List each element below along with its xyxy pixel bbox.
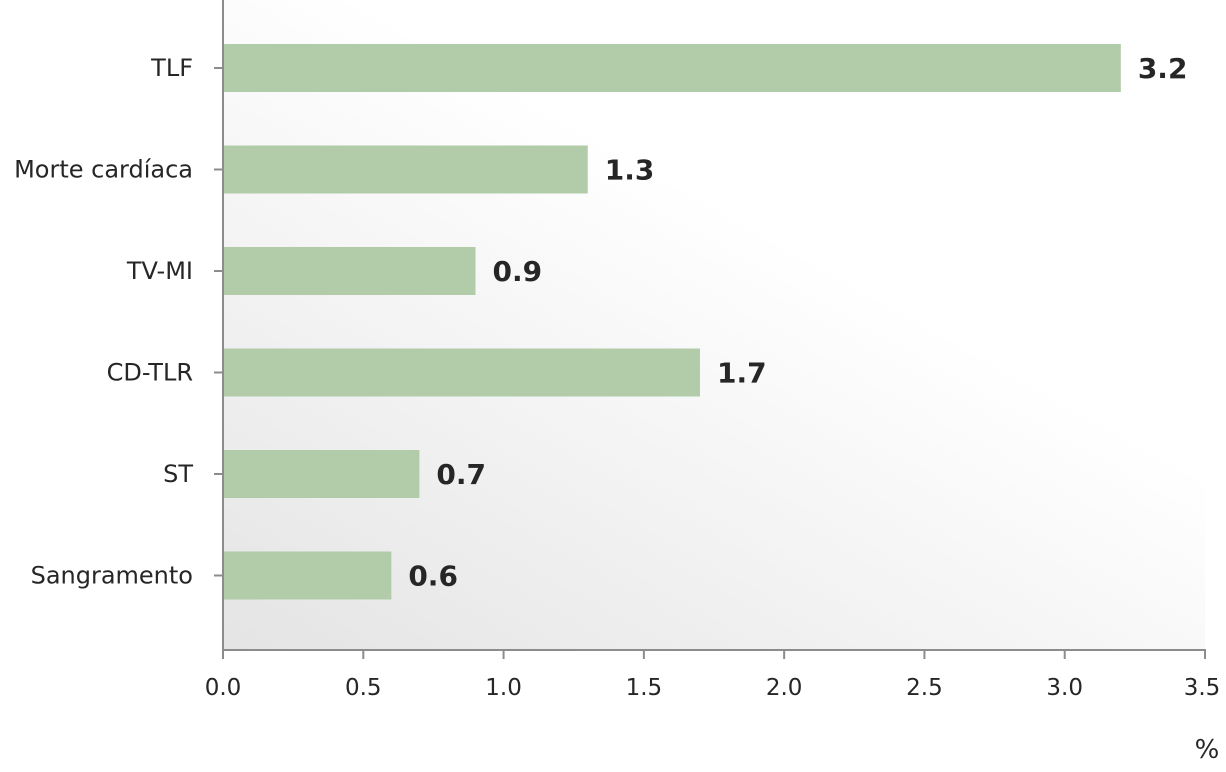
bar-5 <box>223 551 392 600</box>
x-tick-label: 3.0 <box>1046 675 1083 701</box>
data-label: 1.3 <box>605 154 655 187</box>
bar-0 <box>223 44 1121 92</box>
bars-layer <box>223 44 1121 600</box>
x-tick-label: 1.5 <box>626 675 663 701</box>
data-label: 3.2 <box>1138 52 1188 85</box>
bar-4 <box>223 450 420 498</box>
x-tick-label: 2.5 <box>906 675 943 701</box>
axes-layer <box>214 0 1206 659</box>
data-label: 1.7 <box>717 357 767 390</box>
x-tick-label: 1.0 <box>485 675 522 701</box>
category-label: Morte cardíaca <box>14 156 193 184</box>
data-label: 0.6 <box>408 560 458 593</box>
x-axis-unit-label: % <box>1195 735 1220 765</box>
bar-2 <box>223 247 476 295</box>
category-label: TV-MI <box>126 257 193 285</box>
x-tick-label: 0.5 <box>345 675 382 701</box>
category-label: Sangramento <box>31 562 193 590</box>
labels-layer: TLF 3.2 Morte cardíaca 1.3 TV-MI 0.9 CD-TLR 1.7… <box>14 52 1220 701</box>
data-label: 0.7 <box>436 458 486 491</box>
x-tick-label: 0.0 <box>205 675 242 701</box>
data-label: 0.9 <box>493 255 543 288</box>
category-label: TLF <box>150 54 193 82</box>
bar-1 <box>223 145 588 194</box>
plot-background <box>223 0 1205 650</box>
bar-3 <box>223 348 700 397</box>
category-label: CD-TLR <box>107 359 193 387</box>
x-tick-label: 2.0 <box>766 675 803 701</box>
x-tick-label: 3.5 <box>1184 675 1221 701</box>
category-label: ST <box>163 460 193 488</box>
